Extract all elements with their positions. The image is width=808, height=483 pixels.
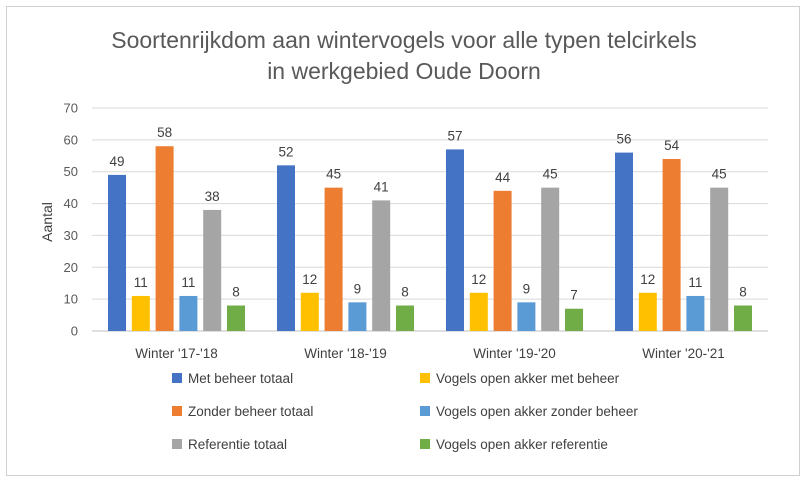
bar bbox=[131, 295, 150, 331]
legend-swatch bbox=[172, 406, 182, 416]
data-label: 8 bbox=[739, 285, 747, 300]
x-category-label: Winter '17-'18 bbox=[135, 346, 217, 361]
data-label: 8 bbox=[401, 285, 409, 300]
legend-label: Vogels open akker zonder beheer bbox=[436, 404, 638, 419]
x-category-label: Winter '20-'21 bbox=[642, 346, 724, 361]
data-label: 38 bbox=[205, 189, 220, 204]
legend-label: Referentie totaal bbox=[188, 437, 287, 452]
bar bbox=[300, 292, 319, 331]
bar bbox=[517, 302, 536, 331]
y-tick-label: 60 bbox=[64, 132, 78, 147]
y-tick-label: 50 bbox=[64, 164, 78, 179]
data-label: 52 bbox=[278, 144, 293, 159]
data-label: 8 bbox=[232, 285, 240, 300]
legend: Met beheer totaal Vogels open akker met b… bbox=[172, 371, 638, 452]
bar bbox=[638, 292, 657, 331]
chart-title-line-2: in werkgebied Oude Doorn bbox=[267, 58, 541, 84]
data-label: 11 bbox=[181, 275, 195, 290]
legend-label: Vogels open akker met beheer bbox=[436, 371, 620, 386]
data-label: 11 bbox=[688, 275, 702, 290]
legend-swatch bbox=[420, 406, 430, 416]
bar bbox=[734, 305, 752, 331]
data-labels: 49 11 58 11 38 8 52 12 45 9 41 8 57 12 44 9 45 7 56 12 54 11 4… bbox=[109, 125, 746, 302]
legend-swatch bbox=[420, 373, 430, 383]
data-label: 12 bbox=[640, 272, 655, 287]
y-tick-label: 20 bbox=[64, 260, 78, 275]
bar bbox=[155, 146, 174, 331]
legend-label: Met beheer totaal bbox=[188, 371, 293, 386]
bar bbox=[179, 295, 198, 331]
legend-item: Referentie totaal bbox=[172, 437, 287, 452]
data-label: 49 bbox=[109, 154, 124, 169]
data-label: 7 bbox=[570, 288, 578, 303]
legend-swatch bbox=[172, 439, 182, 449]
y-tick-label: 0 bbox=[71, 324, 78, 339]
bar bbox=[277, 165, 295, 331]
bar bbox=[615, 152, 633, 331]
data-label: 56 bbox=[616, 132, 631, 147]
data-label: 41 bbox=[374, 179, 389, 194]
y-tick-label: 10 bbox=[64, 292, 78, 307]
legend-item: Vogels open akker referentie bbox=[420, 437, 608, 452]
data-label: 58 bbox=[157, 125, 172, 140]
data-label: 11 bbox=[134, 275, 148, 290]
legend-item: Vogels open akker zonder beheer bbox=[420, 404, 638, 419]
bar bbox=[227, 305, 245, 331]
bar bbox=[203, 209, 222, 331]
x-category-label: Winter '19-'20 bbox=[473, 346, 555, 361]
bar bbox=[324, 187, 343, 331]
data-label: 9 bbox=[523, 281, 531, 296]
data-label: 57 bbox=[447, 128, 462, 143]
bar bbox=[686, 295, 705, 331]
legend-swatch bbox=[172, 373, 182, 383]
bar bbox=[446, 149, 464, 331]
legend-item: Zonder beheer totaal bbox=[172, 404, 313, 419]
bars bbox=[108, 146, 752, 331]
x-category-label: Winter '18-'19 bbox=[304, 346, 386, 361]
legend-label: Zonder beheer totaal bbox=[188, 404, 313, 419]
data-label: 9 bbox=[354, 281, 362, 296]
legend-label: Vogels open akker referentie bbox=[436, 437, 608, 452]
legend-item: Vogels open akker met beheer bbox=[420, 371, 620, 386]
data-label: 12 bbox=[302, 272, 317, 287]
bar bbox=[469, 292, 488, 331]
y-tick-label: 30 bbox=[64, 228, 78, 243]
bar bbox=[662, 158, 681, 331]
chart-title-line-1: Soortenrijkdom aan wintervogels voor all… bbox=[111, 27, 697, 53]
bar bbox=[565, 308, 583, 331]
data-label: 45 bbox=[543, 167, 558, 182]
data-label: 45 bbox=[326, 167, 341, 182]
y-tick-label: 40 bbox=[64, 196, 78, 211]
y-tick-label: 70 bbox=[64, 101, 78, 116]
data-label: 12 bbox=[471, 272, 486, 287]
bar bbox=[710, 187, 729, 331]
y-axis-ticks: 0 10 20 30 40 50 60 70 bbox=[64, 101, 78, 339]
data-label: 44 bbox=[495, 170, 511, 185]
bar bbox=[372, 200, 391, 331]
bar bbox=[348, 302, 367, 331]
bar bbox=[541, 187, 560, 331]
data-label: 54 bbox=[664, 138, 680, 153]
bar bbox=[396, 305, 414, 331]
bar bbox=[493, 190, 512, 331]
legend-item: Met beheer totaal bbox=[172, 371, 293, 386]
x-axis-categories: Winter '17-'18 Winter '18-'19 Winter '19-'… bbox=[135, 346, 724, 361]
legend-swatch bbox=[420, 439, 430, 449]
bar bbox=[108, 174, 126, 331]
data-label: 45 bbox=[712, 167, 727, 182]
y-axis-title: Aantal bbox=[39, 202, 55, 242]
